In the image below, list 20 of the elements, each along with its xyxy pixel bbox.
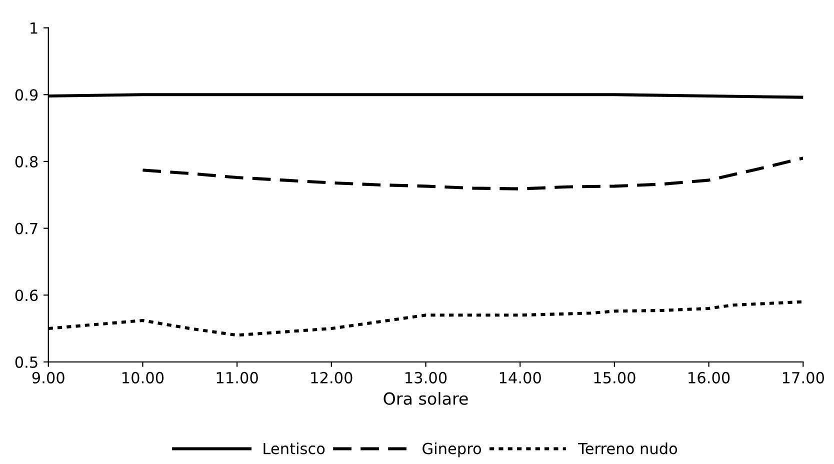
y-tick-label: 0.5 [15, 356, 38, 368]
y-tick-label: 0.9 [15, 89, 38, 101]
x-tick-label: 9.00 [32, 372, 64, 384]
x-tick-label: 12.00 [311, 372, 352, 384]
x-axis-title: Ora solare [384, 392, 468, 405]
y-tick-label: 0.8 [15, 156, 38, 168]
x-tick-label: 13.00 [406, 372, 447, 384]
x-tick-label: 10.00 [122, 372, 164, 384]
x-tick-label: 15.00 [594, 372, 636, 384]
x-tick-label: 16.00 [688, 372, 730, 384]
legend-label: Ginepro [422, 442, 482, 458]
y-tick-label: 0.6 [15, 290, 38, 302]
x-tick-label: 17.00 [782, 372, 824, 384]
y-tick-label: 1 [30, 22, 38, 34]
line-series [141, 156, 804, 190]
y-tick-label: 0.7 [15, 222, 38, 234]
legend-label: Terreno nudo [578, 442, 678, 454]
legend-label: Lentisco [264, 442, 325, 454]
x-tick-label: 14.00 [500, 372, 541, 384]
x-tick-label: 11.00 [216, 372, 258, 384]
